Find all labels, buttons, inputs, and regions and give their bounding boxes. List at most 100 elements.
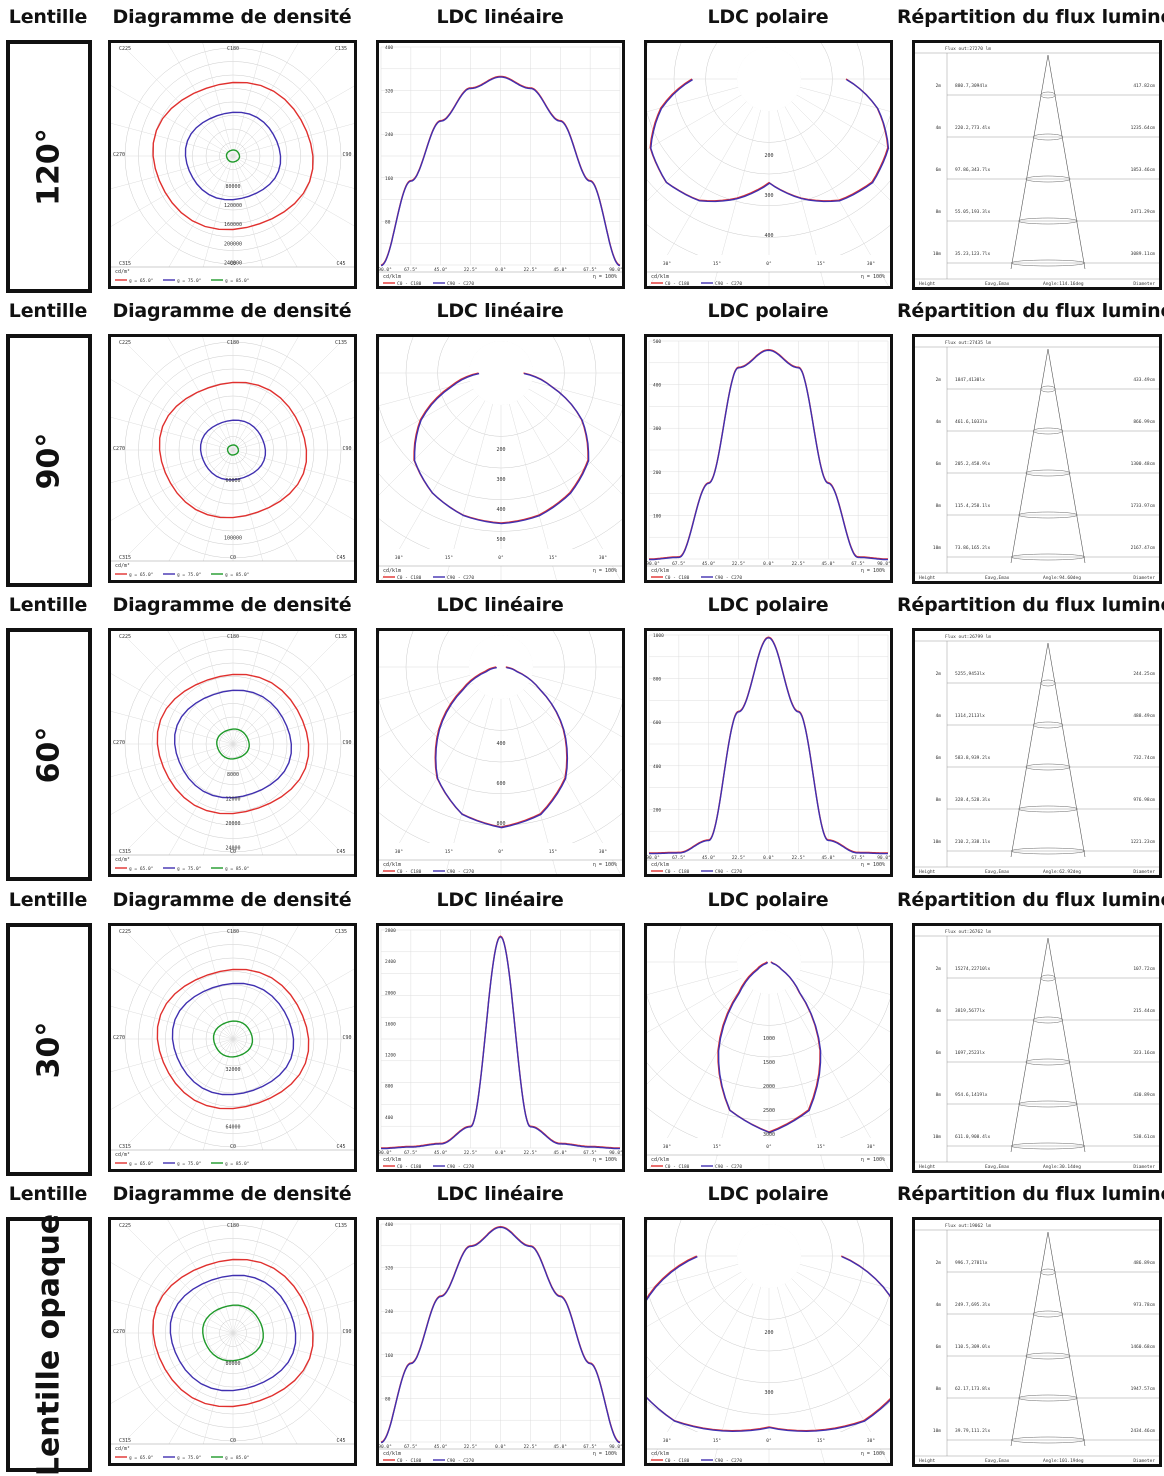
angle-label: 30°	[867, 1438, 875, 1444]
grid-spoke	[167, 43, 234, 157]
isolux-label: 80000	[225, 1361, 240, 1367]
grid-spoke	[232, 342, 341, 451]
grid-spoke	[500, 372, 557, 580]
angle-label: 15°	[445, 555, 453, 561]
column-header: Diagramme de densité	[112, 6, 352, 28]
y-tick-label: 320	[385, 89, 393, 95]
density-panel: C225 C180 C135 C270 C90 C315 C0 C45 32000 64000 cd…	[108, 923, 357, 1172]
polar-ring-label: 2500	[763, 1108, 775, 1114]
illuminance-value: 996.7,2781lx	[955, 1260, 988, 1266]
grid-spoke	[649, 78, 770, 286]
ldc-linear-panel: 400 800 1200 1600 2000 2400 2800 90.0° 67.5° 45.0…	[376, 923, 625, 1172]
legend-label: C90 - C270	[447, 575, 474, 580]
grid-spoke	[500, 372, 622, 495]
polar-center	[737, 1224, 801, 1288]
ldc-line-chart: 200 400 600 800 1000 90.0° 67.5° 45.0° 22.5° 0.0°…	[647, 633, 890, 874]
x-tick-label: 45.0°	[821, 855, 835, 861]
grid-spoke	[381, 666, 502, 874]
y-tick-label: 80	[385, 219, 391, 225]
direction-label: C315	[119, 849, 131, 855]
legend-label: C90 - C270	[715, 1164, 742, 1169]
direction-label: C0	[230, 1144, 236, 1150]
beam-angle-label: Angle:94.60deg	[1043, 575, 1081, 581]
x-tick-label: 45.0°	[553, 1150, 567, 1156]
direction-label: C270	[113, 1329, 125, 1335]
flux-chart: Flux out:27435 lm 2m 1847,4130lx 433.49cm 4m…	[915, 340, 1159, 581]
grid-spoke	[500, 666, 557, 874]
height-label: 2m	[936, 83, 942, 89]
height-label: 10m	[933, 1428, 941, 1434]
grid-spoke	[125, 342, 234, 451]
grid-spoke	[500, 666, 621, 874]
diameter-value: 2434.46cm	[1131, 1428, 1156, 1434]
isolux-curve	[226, 444, 240, 456]
direction-label: C45	[336, 849, 345, 855]
y-tick-label: 800	[385, 1084, 393, 1090]
polar-ring-label: 400	[496, 741, 505, 747]
column-header: Répartition du flux lumineux	[897, 6, 1164, 28]
legend-label: g = 85.0°	[225, 278, 250, 284]
angle-label: 15°	[713, 1438, 721, 1444]
column-header: LDC linéaire	[436, 1183, 564, 1205]
illuminance-value: 1314,2113lx	[955, 713, 985, 719]
beam-ellipse	[1010, 553, 1086, 561]
direction-label: C135	[335, 634, 347, 640]
legend-label: g = 75.0°	[177, 278, 202, 284]
diameter-value: 1853.46cm	[1131, 167, 1156, 173]
column-header: LDC linéaire	[436, 300, 564, 322]
column-header: LDC polaire	[707, 889, 829, 911]
x-tick-label: 67.5°	[404, 1444, 418, 1450]
height-label: 4m	[936, 125, 942, 131]
grid-spoke	[232, 449, 341, 558]
x-tick-label: 90.0°	[379, 267, 392, 273]
angle-label: 30°	[395, 555, 403, 561]
grid-spoke	[445, 372, 502, 580]
grid-spoke	[111, 1332, 234, 1366]
grid-spoke	[500, 372, 622, 444]
isolux-label: 20000	[225, 821, 240, 827]
flux-out-label: Flux out:26762 lm	[945, 929, 991, 935]
polar-center	[737, 47, 801, 111]
grid-spoke	[232, 631, 264, 745]
column-header: LDC polaire	[707, 300, 829, 322]
direction-label: C180	[227, 1223, 239, 1229]
grid-spoke	[232, 449, 354, 521]
unit-label: cd/klm	[383, 862, 401, 868]
height-label: 4m	[936, 419, 942, 425]
x-tick-label: 67.5°	[404, 1150, 418, 1156]
y-tick-label: 1000	[653, 633, 664, 639]
legend-label: g = 65.0°	[129, 572, 154, 578]
footer-label: Eavg,Emax	[985, 575, 1010, 581]
legend-label: g = 65.0°	[129, 278, 154, 284]
height-label: 4m	[936, 1008, 942, 1014]
y-tick-label: 2400	[385, 959, 396, 965]
x-tick-label: 45.0°	[434, 1444, 448, 1450]
grid-spoke	[379, 372, 502, 444]
footer-label: Eavg,Emax	[985, 1164, 1010, 1170]
x-tick-label: 22.5°	[464, 1444, 478, 1450]
angle-label: 30°	[663, 261, 671, 267]
legend-area	[111, 1444, 354, 1463]
y-tick-label: 240	[385, 1309, 393, 1315]
ldc-linear-panel: 400 600 800 30° 15° 0° 15° 30° cd/klm η = 100% C0 …	[376, 628, 625, 877]
height-label: 6m	[936, 1344, 942, 1350]
grid-spoke	[232, 337, 299, 451]
y-tick-label: 400	[385, 1222, 393, 1228]
column-header: Diagramme de densité	[112, 594, 352, 616]
legend-label: C90 - C270	[447, 869, 474, 874]
illuminance-value: 583.8,939.2lx	[955, 755, 991, 761]
column-header: LDC linéaire	[436, 594, 564, 616]
grid-spoke	[768, 78, 889, 286]
footer-label: Eavg,Emax	[985, 869, 1010, 875]
grid-spoke	[379, 666, 502, 700]
x-tick-label: 22.5°	[732, 855, 746, 861]
x-tick-label: 0.0°	[495, 1444, 506, 1450]
flux-chart: Flux out:19062 lm 2m 996.7,2781lx 486.89cm 4…	[915, 1223, 1159, 1464]
lens-label-box: 30°	[6, 923, 92, 1176]
y-tick-label: 160	[385, 176, 393, 182]
grid-spoke	[232, 123, 354, 157]
footer-label: Diameter	[1133, 575, 1155, 581]
grid-spoke	[232, 968, 354, 1040]
beam-ellipse	[1040, 1268, 1056, 1276]
legend-label: g = 85.0°	[225, 1455, 250, 1461]
